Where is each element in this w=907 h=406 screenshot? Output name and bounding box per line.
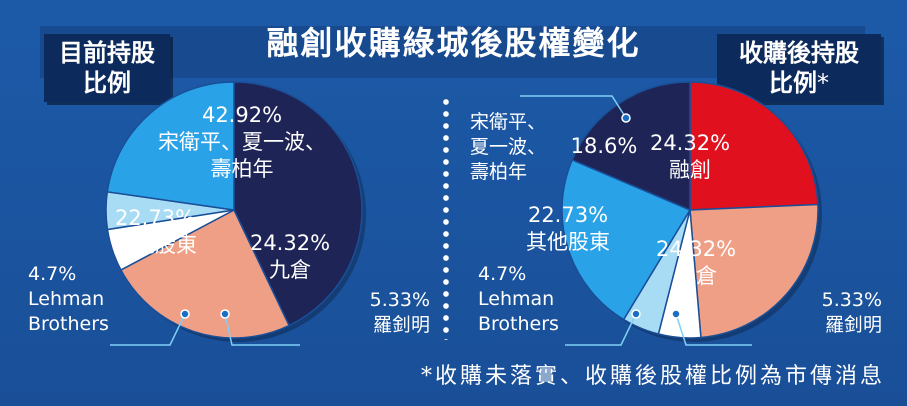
post-acquisition-tag-line1: 收購後持股 <box>739 39 859 67</box>
current-slice-label-1: 24.32% 九倉 <box>220 230 360 284</box>
post-outside-label-2: 5.33% 羅釗明 <box>732 288 882 338</box>
current-leader-line-2 <box>224 313 300 346</box>
current-pie-slice-0 <box>233 81 363 327</box>
post-pie-slice-1 <box>689 203 819 339</box>
post-acquisition-tag: 收購後持股 比例* <box>717 34 881 102</box>
post-pie-slice-4 <box>561 158 692 321</box>
current-pie-slice-1 <box>119 208 291 339</box>
post-slice-label-5: 18.6% <box>569 133 639 160</box>
post-slice-pct-5: 18.6% <box>570 134 638 158</box>
current-slice-name-0: 宋衛平、夏一波、 壽柏年 <box>158 130 326 181</box>
post-slice-pct-0: 24.32% <box>649 131 731 155</box>
footnote: *收購未落實、收購後股權比例為市傳消息 <box>420 364 885 389</box>
post-acquisition-tag-line2: 比例 <box>769 69 817 97</box>
current-outside-label-2: 5.33% 羅釗明 <box>280 288 430 338</box>
post-leader-dot-5 <box>621 113 631 123</box>
post-outside-label-5: 宋衛平、 夏一波、 壽柏年 <box>470 110 580 185</box>
post-outside-pct-3: 4.7% <box>478 263 527 285</box>
post-slice-pct-1: 24.32% <box>655 237 737 261</box>
post-leader-dot-3 <box>631 309 641 319</box>
post-slice-label-4: 22.73% 其他股東 <box>508 202 628 256</box>
current-holding-tag-line1: 目前持股 <box>59 39 155 67</box>
current-slice-name-4: 其他股東 <box>113 233 197 257</box>
current-pie <box>105 81 366 342</box>
current-slice-pct-0: 42.92% <box>201 103 283 127</box>
current-slice-name-1: 九倉 <box>269 258 311 282</box>
current-slice-label-4: 22.73% 其他股東 <box>95 205 215 259</box>
post-leader-dot-2 <box>671 309 681 319</box>
post-slice-name-0: 融創 <box>669 158 711 182</box>
current-holding-tag: 目前持股 比例 <box>44 34 170 102</box>
current-leader-dot-2 <box>220 309 230 319</box>
post-outside-label-3: 4.7% Lehman Brothers <box>478 262 588 337</box>
current-outside-pct-3: 4.7% <box>28 263 77 285</box>
current-outside-pct-2: 5.33% <box>369 289 430 311</box>
post-outside-pct-2: 5.33% <box>821 289 882 311</box>
current-outside-name-3: Lehman Brothers <box>28 288 109 335</box>
post-leader-line-3 <box>565 313 637 346</box>
current-leader-line-3 <box>110 313 186 346</box>
post-leader-line-2 <box>675 313 752 346</box>
post-pie <box>561 81 822 342</box>
current-slice-pct-1: 24.32% <box>249 231 331 255</box>
post-slice-label-0: 24.32% 融創 <box>635 130 745 184</box>
current-slice-label-0: 42.92% 宋衛平、夏一波、 壽柏年 <box>132 102 352 183</box>
post-slice-pct-4: 22.73% <box>527 203 609 227</box>
post-outside-name-3: Lehman Brothers <box>478 288 559 335</box>
post-slice-label-1: 24.32% 九倉 <box>641 236 751 290</box>
current-pie-slice-4 <box>106 81 235 211</box>
post-outside-name-2: 羅釗明 <box>824 314 882 336</box>
current-leader-dot-3 <box>180 309 190 319</box>
footnote-marker: * <box>817 69 829 97</box>
current-holding-tag-line2: 比例 <box>83 69 131 97</box>
chart-title: 融創收購綠城後股權變化 <box>266 24 641 62</box>
post-pie-slice-0 <box>689 81 819 211</box>
dotted-divider <box>443 96 449 340</box>
post-pie-slice-5 <box>571 81 691 212</box>
post-outside-name-5: 宋衛平、 夏一波、 壽柏年 <box>470 111 547 183</box>
current-outside-label-3: 4.7% Lehman Brothers <box>28 262 138 337</box>
post-leader-line-5 <box>520 95 627 119</box>
post-slice-name-1: 九倉 <box>675 264 717 288</box>
current-outside-name-2: 羅釗明 <box>372 314 430 336</box>
current-slice-pct-4: 22.73% <box>114 206 196 230</box>
post-slice-name-4: 其他股東 <box>526 230 610 254</box>
